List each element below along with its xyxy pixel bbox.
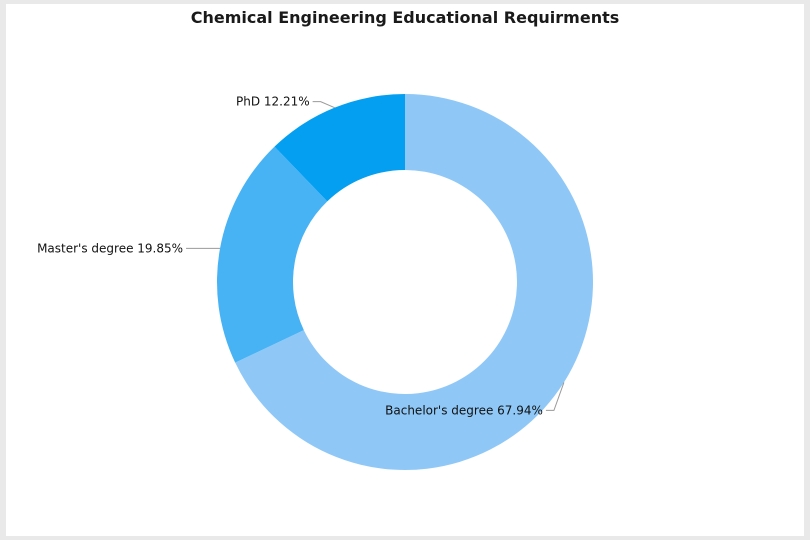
chart-title: Chemical Engineering Educational Requirm… (190, 8, 620, 27)
slices-group (216, 94, 593, 470)
donut-chart: Bachelor's degree 67.94% Master's degree … (37, 94, 593, 470)
leader-line-phd (312, 101, 335, 109)
leader-line-bachelor-s-degree (545, 382, 565, 411)
slice-bachelor-s-degree[interactable] (235, 94, 593, 470)
data-label-phd: PhD 12.21% (236, 95, 310, 109)
data-label-master-s-degree: Master's degree 19.85% (37, 241, 183, 255)
slice-phd[interactable] (274, 94, 405, 202)
slice-master-s-degree[interactable] (216, 146, 328, 363)
labels-group: Bachelor's degree 67.94% Master's degree … (37, 95, 565, 417)
chart-frame: Chemical Engineering Educational Requirm… (6, 4, 804, 536)
data-label-bachelor-s-degree: Bachelor's degree 67.94% (385, 403, 543, 417)
